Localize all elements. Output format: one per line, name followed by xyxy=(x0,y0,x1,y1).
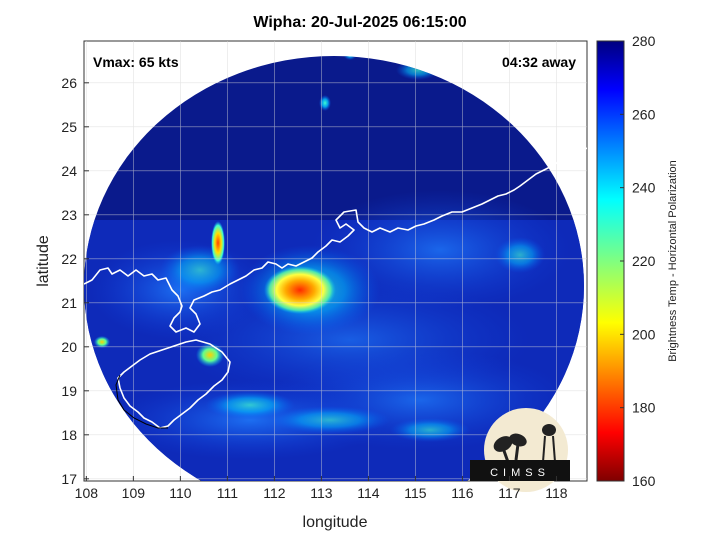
colorbar-tick-label: 160 xyxy=(632,473,656,489)
x-tick-label: 108 xyxy=(75,485,99,501)
x-tick-label: 116 xyxy=(451,485,474,501)
colorbar-tick-label: 260 xyxy=(632,106,656,122)
x-tick-label: 115 xyxy=(404,485,427,501)
y-tick-label: 18 xyxy=(61,427,77,443)
x-tick-label: 114 xyxy=(357,485,380,501)
x-tick-label: 109 xyxy=(122,485,146,501)
cimss-logo-text: CIMSS xyxy=(490,467,550,479)
cimss-logo: CIMSS xyxy=(470,408,570,492)
y-tick-label: 24 xyxy=(61,163,77,179)
colorbar-tick-label: 180 xyxy=(632,400,656,416)
x-tick-label: 112 xyxy=(263,485,286,501)
x-tick-label: 118 xyxy=(545,485,568,501)
x-axis-ticks: 108 109 110 111 112 113 114 115 116 117 118 xyxy=(75,476,568,501)
y-tick-label: 25 xyxy=(61,119,77,135)
x-tick-label: 117 xyxy=(498,485,521,501)
colorbar-tick-label: 200 xyxy=(632,326,656,342)
y-tick-label: 19 xyxy=(61,383,77,399)
y-axis-ticks: 17 18 19 20 21 22 23 24 25 26 xyxy=(61,75,89,487)
colorbar-ticks: 160 180 200 220 240 260 280 xyxy=(620,33,656,489)
map-title: Wipha: 20-Jul-2025 06:15:00 xyxy=(253,14,467,31)
y-tick-label: 22 xyxy=(61,251,77,267)
y-axis-label: latitude xyxy=(35,235,52,287)
time-away-label: 04:32 away xyxy=(502,54,576,70)
colorbar-tick-label: 280 xyxy=(632,33,656,49)
storm-warm-core xyxy=(264,266,336,314)
colorbar-label: Brightness Temp - Horizontal Polarizatio… xyxy=(667,160,679,362)
colorbar xyxy=(596,40,625,482)
y-tick-label: 21 xyxy=(61,295,77,311)
colorbar-tick-label: 220 xyxy=(632,253,656,269)
y-tick-label: 20 xyxy=(61,339,77,355)
vmax-label: Vmax: 65 kts xyxy=(93,54,179,70)
x-tick-label: 111 xyxy=(217,485,238,501)
x-tick-label: 113 xyxy=(310,485,333,501)
colorbar-tick-label: 240 xyxy=(632,180,656,196)
x-tick-label: 110 xyxy=(169,485,192,501)
y-tick-label: 26 xyxy=(61,75,77,91)
y-tick-label: 17 xyxy=(61,471,77,487)
y-tick-label: 23 xyxy=(61,207,77,223)
x-axis-label: longitude xyxy=(303,514,368,531)
coastline xyxy=(84,147,587,429)
hainan-coast-outside xyxy=(115,374,168,429)
